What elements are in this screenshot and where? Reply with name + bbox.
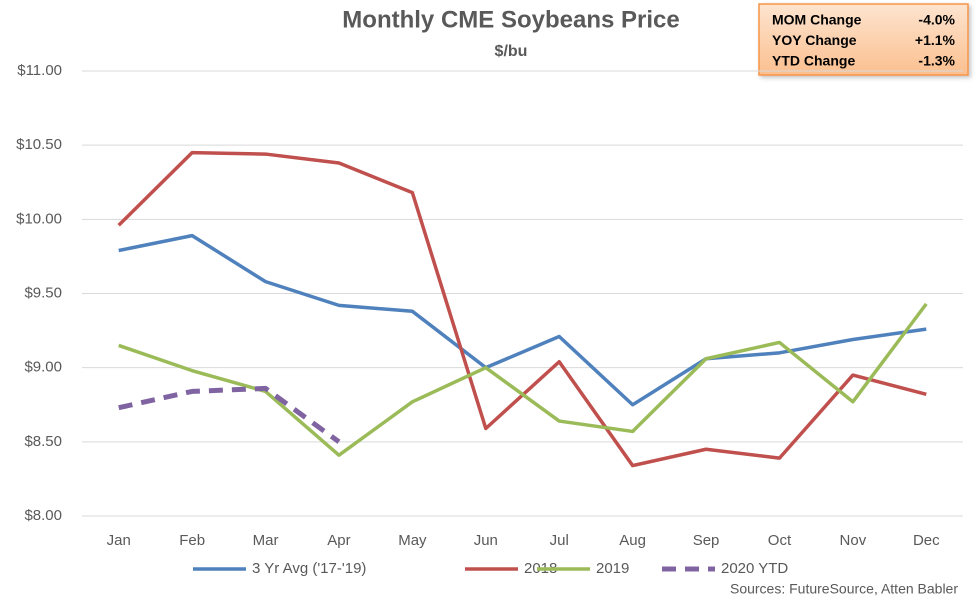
info-label: YOY Change [772, 32, 857, 48]
info-label: YTD Change [772, 53, 855, 69]
x-tick-label: Mar [253, 532, 279, 549]
y-tick-label: $11.00 [17, 62, 62, 79]
info-box [758, 3, 969, 76]
y-tick-label: $8.50 [24, 433, 62, 450]
series-line [118, 302, 928, 457]
x-tick-label: Aug [619, 532, 646, 549]
source-note: Sources: FutureSource, Atten Babler [730, 581, 958, 597]
y-tick-label: $8.00 [24, 507, 62, 524]
x-tick-label: Nov [840, 532, 867, 549]
x-tick-label: Dec [913, 532, 940, 549]
x-tick-label: Jan [107, 532, 131, 549]
chart-title: Monthly CME Soybeans Price [342, 6, 679, 33]
x-tick-label: Oct [768, 532, 792, 549]
legend-label: 2019 [596, 560, 629, 577]
series-line [117, 150, 927, 468]
x-tick-label: May [398, 532, 427, 549]
info-value: -4.0% [918, 12, 955, 28]
info-value: -1.3% [918, 53, 955, 69]
x-tick-label: Sep [693, 532, 720, 549]
series-line [118, 385, 341, 444]
x-tick-label: Feb [179, 532, 205, 549]
info-value: +1.1% [915, 32, 956, 48]
y-tick-label: $9.00 [24, 359, 62, 376]
y-tick-label: $10.50 [16, 136, 62, 153]
legend-label: 2020 YTD [721, 560, 788, 577]
y-tick-label: $9.50 [24, 284, 62, 301]
x-tick-label: Jul [550, 532, 569, 549]
y-tick-label: $10.00 [16, 210, 62, 227]
x-tick-label: Jun [474, 532, 498, 549]
x-tick-label: Apr [327, 532, 350, 549]
info-label: MOM Change [772, 12, 862, 28]
legend-label: 3 Yr Avg ('17-'19) [252, 560, 366, 577]
series-line [118, 233, 927, 407]
chart-subtitle: $/bu [495, 43, 528, 60]
